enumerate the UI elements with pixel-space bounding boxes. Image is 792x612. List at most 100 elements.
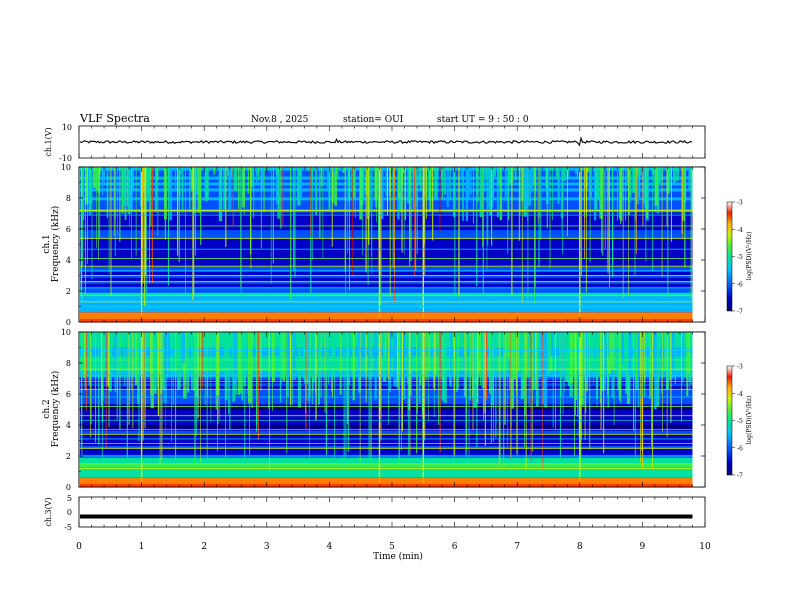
spectrogram-burst xyxy=(618,332,622,400)
spectrogram-band xyxy=(80,457,693,461)
spectrogram-burst xyxy=(181,332,186,363)
spectrogram-burst xyxy=(153,332,157,394)
spectrogram-burst xyxy=(565,332,569,382)
spectrogram-burst xyxy=(385,167,389,196)
spectrogram-lf-band xyxy=(80,477,693,484)
spectrogram-burst xyxy=(598,332,601,375)
spectrogram-burst xyxy=(606,332,609,396)
spectrogram-burst xyxy=(560,332,562,397)
spectrogram-burst xyxy=(526,332,531,378)
spectrogram-burst xyxy=(224,332,228,401)
spectrogram-burst xyxy=(239,332,243,394)
spectrogram-band xyxy=(80,412,693,417)
spectrogram-burst xyxy=(625,332,629,395)
spectrogram-burst xyxy=(298,332,301,408)
y-tick-label: 6 xyxy=(66,390,71,399)
spectrogram-burst xyxy=(528,332,533,358)
spectrogram-burst xyxy=(507,332,510,359)
spectrogram-burst xyxy=(654,167,658,206)
spectrogram-band xyxy=(80,265,693,269)
spectrogram-burst xyxy=(658,167,661,184)
spectrogram-burst xyxy=(581,167,583,171)
spectrogram-burst xyxy=(419,332,422,386)
spectrogram-band xyxy=(80,244,693,249)
spectrogram-burst xyxy=(514,167,517,181)
spectrogram-band xyxy=(80,283,693,287)
spectrogram-burst xyxy=(134,332,136,375)
spectrogram-burst xyxy=(625,167,627,221)
spectrogram-band xyxy=(80,250,693,255)
spectrogram-burst xyxy=(617,332,620,391)
spectrogram-burst xyxy=(645,167,649,208)
spectrogram-burst xyxy=(626,167,629,186)
spectrogram-band xyxy=(80,436,693,440)
spectrogram-burst xyxy=(160,332,163,394)
spectrogram-burst xyxy=(635,332,637,357)
spectrogram-band xyxy=(80,421,693,426)
spectrogram-burst xyxy=(545,167,548,188)
spectrogram-band xyxy=(80,202,693,207)
spectrogram-burst xyxy=(307,167,310,172)
spectrogram-burst xyxy=(465,167,469,222)
spectrogram-burst xyxy=(233,167,238,191)
spectrogram-burst xyxy=(449,167,451,199)
spectrogram-burst xyxy=(467,167,470,198)
spectrogram-burst xyxy=(682,167,685,221)
spectrogram-burst xyxy=(657,332,659,382)
spectrogram-burst xyxy=(88,332,91,386)
spectrogram-burst xyxy=(106,167,108,219)
spectrogram-burst xyxy=(352,332,355,401)
spectrogram-burst xyxy=(114,332,117,392)
spectrogram-burst xyxy=(576,167,579,180)
spectrogram-burst xyxy=(484,167,486,190)
spectrogram-burst xyxy=(155,167,157,210)
spectrogram-burst xyxy=(82,167,85,221)
spectrogram-burst xyxy=(558,332,560,357)
spectrogram-burst xyxy=(497,167,500,187)
spectrogram-band xyxy=(80,295,693,299)
x-tick-label: 0 xyxy=(76,542,82,552)
spectrogram-burst xyxy=(665,332,670,390)
spectrogram-burst xyxy=(227,167,230,176)
spectrogram-burst xyxy=(90,167,92,205)
spectrogram-burst xyxy=(546,332,550,376)
spectrogram-burst xyxy=(250,167,254,188)
spectrogram-burst xyxy=(409,167,412,187)
spectrogram-band xyxy=(80,232,693,237)
spectrogram-burst xyxy=(195,332,197,358)
spectrogram-burst xyxy=(348,167,350,202)
spectrogram-burst xyxy=(361,167,365,201)
spectrogram-burst xyxy=(213,167,216,175)
spectrogram-burst xyxy=(277,167,280,219)
spectrogram-burst xyxy=(456,332,458,392)
ch1-waveform-trace xyxy=(79,136,693,147)
spectrogram-burst xyxy=(552,167,556,170)
spectrogram-band xyxy=(80,235,693,240)
spectrogram-burst xyxy=(228,167,232,210)
spectrogram-burst xyxy=(513,332,517,380)
spectrogram-burst xyxy=(388,332,392,392)
spectrogram-burst xyxy=(101,167,104,196)
spectrogram-band xyxy=(80,223,693,228)
spectrogram-band xyxy=(80,214,693,219)
x-tick-label: 5 xyxy=(389,542,395,552)
spectrogram-band xyxy=(80,211,693,216)
spectrogram-burst xyxy=(585,332,588,383)
spectrogram-burst xyxy=(642,167,645,204)
spectrogram-burst xyxy=(242,167,245,208)
spectrogram-burst xyxy=(595,167,600,200)
spectrogram-burst xyxy=(479,167,483,218)
spectrogram-burst xyxy=(393,332,397,387)
spectrogram-burst xyxy=(190,332,193,389)
colorbar-tick-label: -7 xyxy=(737,309,743,316)
ch3-ytick-mid: 0 xyxy=(67,508,72,517)
spectrogram-burst xyxy=(162,332,167,358)
spectrogram-burst xyxy=(436,167,439,180)
header-station: station= OUI xyxy=(343,115,404,125)
y-tick-label: 10 xyxy=(61,163,71,172)
spectrogram-burst xyxy=(326,167,329,190)
ch1-ylabel-top: ch.1 xyxy=(42,234,52,253)
spectrogram-burst xyxy=(636,167,639,205)
y-tick-label: 6 xyxy=(66,225,71,234)
spectrogram-burst xyxy=(166,332,169,378)
